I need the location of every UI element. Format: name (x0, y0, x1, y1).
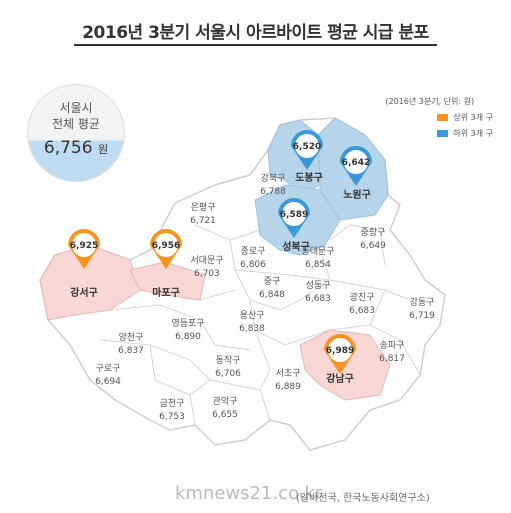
district-value: 6,854 (305, 260, 331, 270)
average-label-line1: 서울시 (59, 101, 93, 115)
map-title: 2016년 3분기 서울시 아르바이트 평균 시급 분포 (82, 23, 429, 43)
highlighted-district-name: 노원구 (343, 188, 371, 201)
district-value: 6,889 (275, 382, 301, 392)
district-labels: 은평구 6,721 강북구 6,788 서대문구 6,703 종로구 6,806 동대문구 6,8… (95, 173, 435, 422)
highlighted-district-name: 성북구 (282, 240, 310, 253)
pin-value: 6,642 (342, 158, 370, 168)
map-pin: 6,989 (324, 334, 356, 374)
title-underline (74, 44, 437, 46)
legend-label-bottom: 하위 3개 구 (453, 129, 493, 138)
highlighted-district-name: 강서구 (70, 286, 98, 299)
district-name: 용산구 (240, 310, 265, 321)
district-value: 6,788 (260, 187, 286, 197)
district-name: 강동구 (410, 297, 435, 308)
average-unit: 원 (97, 143, 109, 156)
legend-swatch-bottom (437, 130, 449, 137)
district-value: 6,753 (159, 412, 185, 422)
district-value: 6,838 (239, 324, 265, 334)
district-name: 성동구 (306, 280, 331, 291)
highlighted-district-name: 강남구 (326, 372, 354, 385)
legend-item-bottom: 하위 3개 구 (385, 128, 493, 139)
legend-swatch-top (437, 114, 449, 121)
map-pin: 6,956 (150, 229, 182, 269)
map-pin: 6,520 (291, 130, 323, 170)
pin-inner-circle (282, 202, 306, 226)
pin-inner-circle (328, 338, 352, 362)
district-name: 종로구 (241, 246, 266, 257)
pin-inner-circle (154, 233, 178, 257)
district-value: 6,806 (240, 260, 266, 270)
district-value: 6,721 (190, 216, 216, 226)
seoul-average-badge: 서울시 전체 평균 6,756 원 (27, 84, 125, 182)
district-value: 6,703 (194, 269, 220, 279)
pin-value: 6,925 (70, 241, 98, 251)
legend-label-top: 상위 3개 구 (453, 113, 493, 122)
district-value: 6,719 (409, 311, 435, 321)
highlighted-district-name: 마포구 (152, 286, 180, 299)
district-name: 송파구 (380, 340, 405, 351)
district-value: 6,655 (212, 410, 238, 420)
pin-inner-circle (344, 150, 368, 174)
district-name: 광진구 (350, 291, 375, 303)
district-name: 관악구 (213, 395, 238, 407)
district-name: 중랑구 (361, 226, 386, 238)
district-name: 강북구 (261, 173, 286, 184)
district-name: 서대문구 (190, 255, 223, 266)
district-value: 6,683 (349, 306, 375, 316)
pin-value: 6,520 (293, 142, 321, 152)
pin-inner-circle (295, 134, 319, 158)
district-name: 구로구 (96, 363, 121, 374)
district-value: 6,683 (305, 294, 331, 304)
legend: (2016년 3분기, 단위: 원) 상위 3개 구 하위 3개 구 (385, 96, 493, 139)
highlighted-district-name: 도봉구 (295, 172, 323, 184)
pin-value: 6,956 (152, 241, 180, 251)
district-value: 6,649 (360, 241, 386, 251)
map-pin: 6,589 (278, 198, 310, 238)
legend-item-top: 상위 3개 구 (385, 112, 493, 123)
pin-value: 6,589 (280, 210, 308, 220)
district-name: 은평구 (191, 202, 216, 213)
legend-note: (2016년 3분기, 단위: 원) (385, 97, 475, 106)
district-value: 6,848 (259, 290, 285, 300)
pins: 6,925 강서구 6,956 마포구 6,989 강남구 6,520 도봉구 6,642 노원구… (68, 130, 372, 385)
average-label-line2: 전체 평균 (52, 117, 100, 131)
source-citation: (알바천국, 한국노동사회연구소) (296, 493, 430, 504)
district-name: 영등포구 (171, 318, 204, 329)
average-number: 6,756 (43, 138, 93, 158)
average-value: 6,756 원 (28, 138, 124, 158)
district-name: 동대문구 (301, 246, 334, 257)
district-name: 금천구 (160, 398, 185, 409)
district-value: 6,706 (215, 369, 241, 379)
district-value: 6,817 (379, 354, 405, 364)
pin-inner-circle (72, 233, 96, 257)
district-name: 서초구 (276, 368, 301, 379)
map-pin: 6,642 (340, 146, 372, 186)
district-name: 양천구 (119, 332, 144, 343)
district-name: 동작구 (216, 355, 241, 366)
district-value: 6,890 (175, 332, 201, 342)
map-pin: 6,925 (68, 229, 100, 269)
watermark-text: kmnews21.co.kr (175, 483, 323, 504)
district-value: 6,694 (95, 377, 121, 387)
pin-value: 6,989 (326, 346, 354, 356)
district-value: 6,837 (118, 346, 144, 356)
district-name: 중구 (264, 276, 281, 287)
